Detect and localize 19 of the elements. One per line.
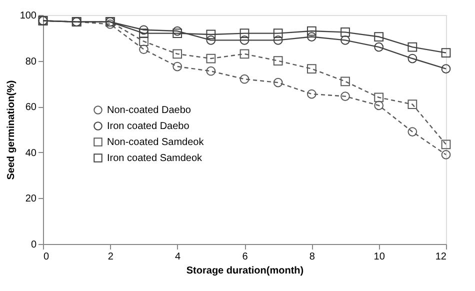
- y-tick-label: 0: [30, 240, 37, 250]
- y-tick-label: 100: [20, 10, 37, 22]
- y-tick-label: 80: [25, 56, 37, 68]
- legend-label: Non-coated Daebo: [107, 105, 192, 116]
- legend-label: Non-coated Samdeok: [107, 137, 205, 148]
- legend-label: Iron coated Daebo: [107, 121, 190, 132]
- x-axis-title: Storage duration(month): [186, 266, 304, 276]
- x-tick-label: 12: [435, 252, 447, 262]
- x-tick-label: 0: [44, 252, 50, 262]
- y-tick-label: 60: [25, 102, 37, 114]
- y-tick-label: 40: [25, 148, 37, 159]
- x-tick-label: 6: [242, 252, 248, 262]
- x-tick-label: 10: [374, 252, 386, 262]
- y-axis-title: Seed germination(%): [6, 80, 17, 180]
- y-tick-label: 20: [25, 194, 37, 205]
- x-tick-label: 4: [175, 252, 182, 262]
- x-tick-label: 2: [108, 252, 114, 262]
- x-tick-label: 8: [309, 252, 316, 262]
- legend-label: Iron coated Samdeok: [107, 153, 204, 164]
